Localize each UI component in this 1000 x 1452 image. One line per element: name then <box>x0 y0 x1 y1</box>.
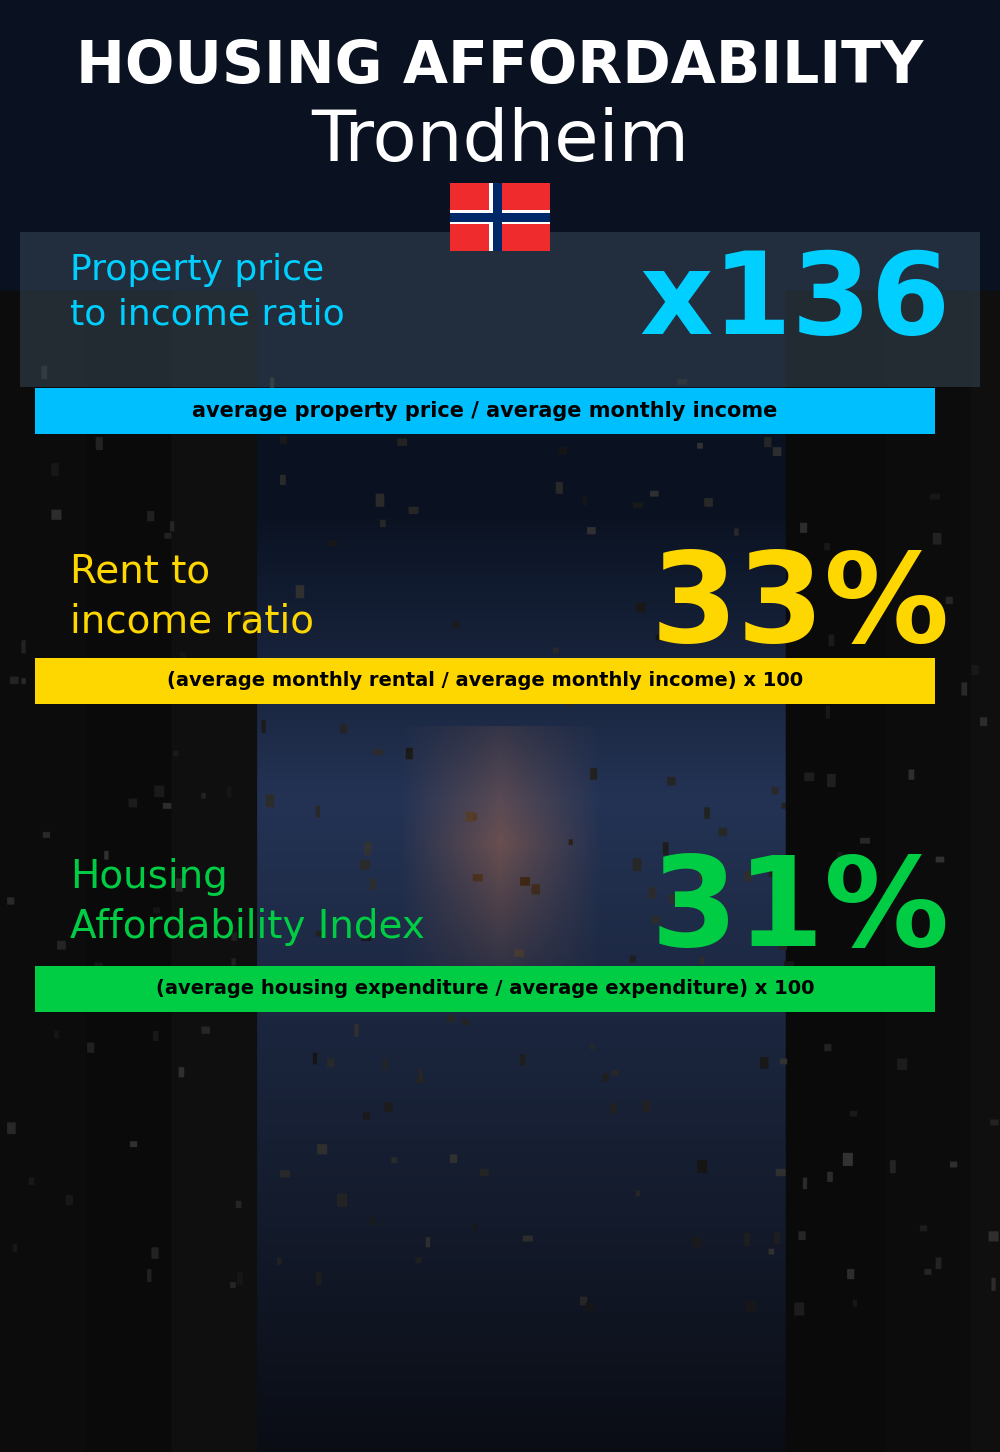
Bar <box>35 658 935 704</box>
Text: Housing
Affordability Index: Housing Affordability Index <box>70 858 425 947</box>
Bar <box>450 212 550 222</box>
Text: Property price
to income ratio: Property price to income ratio <box>70 253 345 331</box>
Bar <box>35 966 935 1012</box>
Text: 31%: 31% <box>651 851 950 973</box>
Bar <box>20 232 980 388</box>
Bar <box>492 183 502 251</box>
Text: 33%: 33% <box>651 546 950 668</box>
Text: Rent to
income ratio: Rent to income ratio <box>70 553 314 640</box>
Bar <box>35 388 935 434</box>
Bar <box>450 183 550 251</box>
Text: HOUSING AFFORDABILITY: HOUSING AFFORDABILITY <box>76 39 924 96</box>
Text: Trondheim: Trondheim <box>311 107 689 177</box>
Text: x136: x136 <box>639 247 950 357</box>
Text: (average monthly rental / average monthly income) x 100: (average monthly rental / average monthl… <box>167 671 803 691</box>
Bar <box>450 211 550 224</box>
Text: average property price / average monthly income: average property price / average monthly… <box>192 401 778 421</box>
Bar <box>488 183 502 251</box>
Text: (average housing expenditure / average expenditure) x 100: (average housing expenditure / average e… <box>156 980 814 999</box>
